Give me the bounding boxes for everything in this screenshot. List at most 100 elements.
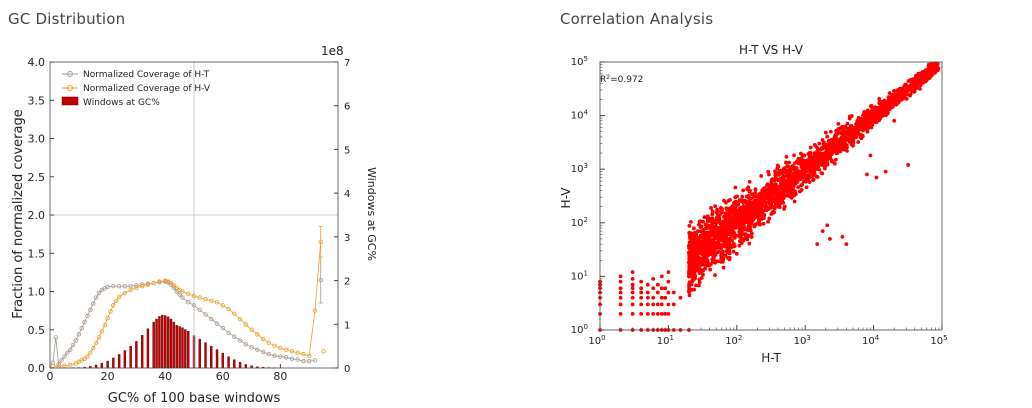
scatter-point	[691, 226, 696, 231]
scatter-point	[738, 206, 743, 211]
scatter-point	[717, 216, 722, 221]
gc-distribution-title: GC Distribution	[8, 10, 126, 28]
scatter-point	[720, 259, 725, 264]
scatter-point	[869, 104, 874, 108]
scatter-point	[776, 186, 781, 191]
scatter-y-tick-label: 100	[571, 323, 588, 336]
ht-coverage-point	[232, 334, 237, 339]
y-right-tick-label: 7	[344, 58, 350, 69]
hv-coverage-point	[151, 280, 156, 286]
scatter-point	[912, 89, 917, 94]
scatter-point	[694, 283, 698, 288]
scatter-point	[800, 175, 805, 180]
scatter-point	[877, 118, 882, 122]
scatter-point	[748, 199, 752, 204]
scatter-point	[754, 204, 759, 209]
scatter-point	[630, 290, 635, 295]
scatter-point	[688, 272, 693, 276]
ht-coverage-point	[76, 332, 81, 337]
r-squared-exponent: 2	[606, 74, 610, 81]
hv-coverage-point	[93, 340, 99, 345]
scatter-point	[888, 105, 892, 110]
scatter-point	[710, 217, 715, 222]
scatter-point	[808, 145, 813, 150]
scatter-point	[852, 129, 856, 133]
scatter-point	[777, 170, 782, 175]
scatter-point	[863, 127, 868, 132]
scatter-point	[832, 161, 837, 166]
gc-window-bar	[215, 349, 219, 369]
scatter-point	[804, 168, 809, 173]
scatter-point	[719, 246, 723, 251]
scatter-point	[863, 116, 868, 121]
scatter-point	[783, 168, 788, 173]
scatter-point	[687, 293, 692, 298]
scatter-point	[924, 70, 929, 75]
hv-coverage-point	[191, 293, 197, 299]
scatter-point	[830, 146, 835, 151]
gc-window-bar	[100, 362, 104, 369]
scatter-point	[740, 194, 745, 199]
gc-window-bar	[175, 324, 178, 369]
scatter-point	[792, 153, 796, 158]
scatter-point	[651, 295, 656, 300]
scatter-point	[795, 176, 799, 181]
scatter-point	[731, 230, 736, 235]
gc-window-bar	[117, 354, 121, 369]
scatter-point	[690, 279, 695, 284]
scatter-point	[720, 227, 725, 232]
scatter-point	[834, 136, 839, 140]
ht-coverage-point	[134, 283, 139, 288]
scatter-point	[630, 295, 635, 300]
scatter-point	[741, 201, 746, 205]
scatter-point	[694, 243, 699, 248]
y-right-tick-label: 1	[344, 320, 350, 331]
scatter-point	[800, 169, 805, 173]
scatter-point	[753, 191, 757, 196]
scatter-point	[694, 257, 699, 262]
hv-coverage-point	[162, 278, 168, 283]
scatter-point	[738, 221, 743, 226]
scatter-point	[742, 212, 746, 217]
scatter-point	[886, 101, 891, 106]
scatter-point	[893, 99, 898, 104]
scatter-point	[697, 283, 701, 288]
scatter-point	[817, 167, 822, 172]
scatter-point	[697, 277, 702, 282]
scatter-point	[921, 78, 926, 82]
ht-coverage-point	[249, 345, 254, 350]
ht-coverage-point	[116, 283, 122, 289]
scatter-point	[845, 121, 850, 126]
scatter-point	[841, 142, 846, 146]
hv-coverage-point	[171, 283, 177, 288]
scatter-point	[836, 122, 841, 126]
scatter-point	[666, 270, 671, 275]
hv-coverage-point	[85, 354, 90, 359]
scatter-point	[866, 125, 871, 130]
scatter-point	[758, 195, 763, 199]
scatter-point	[780, 195, 784, 200]
scatter-point	[651, 286, 656, 291]
scatter-point	[727, 206, 732, 211]
scatter-point	[718, 220, 722, 225]
scatter-point	[868, 117, 873, 121]
scatter-point	[903, 82, 908, 87]
scatter-point	[758, 211, 762, 216]
ht-coverage-point	[214, 321, 220, 326]
gc-window-bar	[163, 315, 167, 369]
scatter-point	[726, 245, 731, 250]
scatter-point	[735, 222, 740, 227]
scatter-point	[761, 221, 766, 226]
ht-coverage-point	[53, 335, 58, 340]
scatter-point	[666, 302, 671, 307]
scatter-point	[712, 249, 717, 254]
scatter-point	[834, 132, 839, 137]
hv-coverage-point	[145, 282, 151, 287]
hv-coverage-point	[174, 285, 179, 290]
scatter-point	[704, 253, 708, 258]
scatter-point	[846, 134, 851, 139]
scatter-point	[755, 199, 760, 204]
ht-coverage-point	[272, 353, 277, 358]
y-tick-label: 0.5	[28, 324, 46, 337]
